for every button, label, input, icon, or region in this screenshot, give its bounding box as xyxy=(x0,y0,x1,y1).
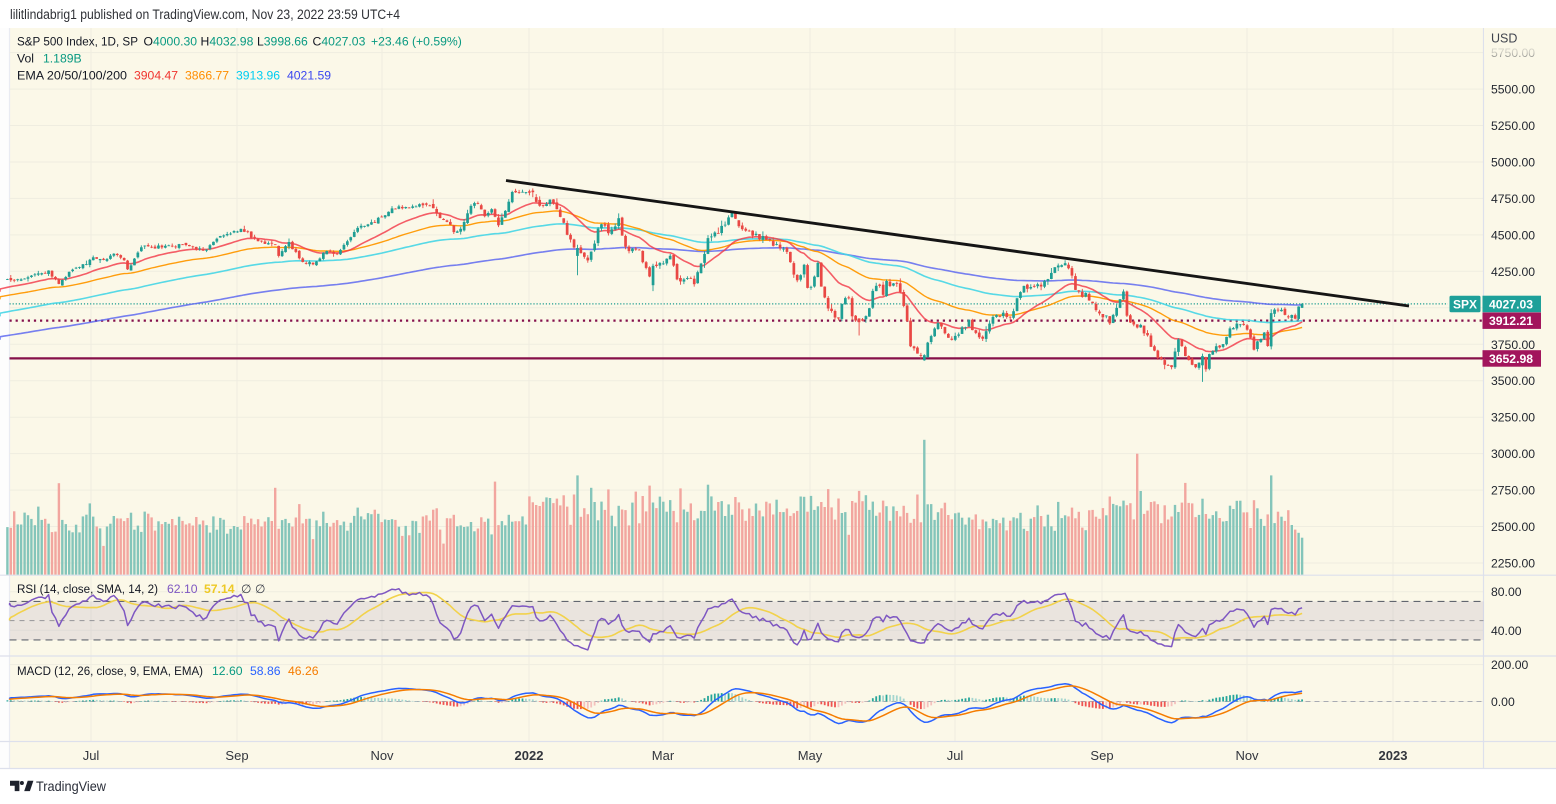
svg-text:2023: 2023 xyxy=(1379,748,1408,763)
svg-text:lilitlindabrig1 published on T: lilitlindabrig1 published on TradingView… xyxy=(10,7,400,22)
svg-text:Jul: Jul xyxy=(83,748,100,763)
svg-text:5500.00: 5500.00 xyxy=(1491,83,1535,97)
svg-text:3652.98: 3652.98 xyxy=(1489,352,1533,366)
svg-text:May: May xyxy=(798,748,823,763)
svg-text:TradingView: TradingView xyxy=(36,778,107,794)
svg-text:3500.00: 3500.00 xyxy=(1491,374,1535,388)
svg-text:3000.00: 3000.00 xyxy=(1491,447,1535,461)
svg-text:40.00: 40.00 xyxy=(1491,624,1522,638)
svg-text:4027.03: 4027.03 xyxy=(1489,298,1533,312)
svg-text:Nov: Nov xyxy=(1235,748,1259,763)
svg-text:2250.00: 2250.00 xyxy=(1491,557,1535,571)
svg-text:3912.21: 3912.21 xyxy=(1489,314,1533,328)
svg-text:RSI (14, close, SMA, 14, 2): RSI (14, close, SMA, 14, 2) xyxy=(17,582,158,596)
svg-text:Vol: Vol xyxy=(17,52,34,66)
svg-text:2022: 2022 xyxy=(515,748,544,763)
svg-text:2500.00: 2500.00 xyxy=(1491,520,1535,534)
svg-text:MACD (12, 26, close, 9, EMA, E: MACD (12, 26, close, 9, EMA, EMA) xyxy=(17,664,203,678)
svg-text:Sep: Sep xyxy=(225,748,248,763)
svg-text:4500.00: 4500.00 xyxy=(1491,228,1535,242)
svg-text:3750.00: 3750.00 xyxy=(1491,338,1535,352)
svg-text:Sep: Sep xyxy=(1090,748,1113,763)
svg-text:3250.00: 3250.00 xyxy=(1491,411,1535,425)
svg-text:4250.00: 4250.00 xyxy=(1491,265,1535,279)
svg-text:4750.00: 4750.00 xyxy=(1491,192,1535,206)
svg-text:USD: USD xyxy=(1491,32,1517,46)
svg-text:200.00: 200.00 xyxy=(1491,658,1528,672)
svg-text:SPX: SPX xyxy=(1453,298,1477,312)
svg-text:Mar: Mar xyxy=(652,748,675,763)
svg-text:1.189B: 1.189B xyxy=(43,52,82,66)
svg-text:0.00: 0.00 xyxy=(1491,695,1515,709)
svg-text:EMA 20/50/100/200: EMA 20/50/100/200 xyxy=(17,69,127,83)
svg-text:Nov: Nov xyxy=(370,748,394,763)
svg-text:80.00: 80.00 xyxy=(1491,585,1522,599)
svg-text:S&P 500 Index, 1D, SP: S&P 500 Index, 1D, SP xyxy=(17,35,138,49)
svg-text:5250.00: 5250.00 xyxy=(1491,119,1535,133)
svg-text:2750.00: 2750.00 xyxy=(1491,484,1535,498)
svg-text:Jul: Jul xyxy=(947,748,964,763)
svg-text:5000.00: 5000.00 xyxy=(1491,156,1535,170)
